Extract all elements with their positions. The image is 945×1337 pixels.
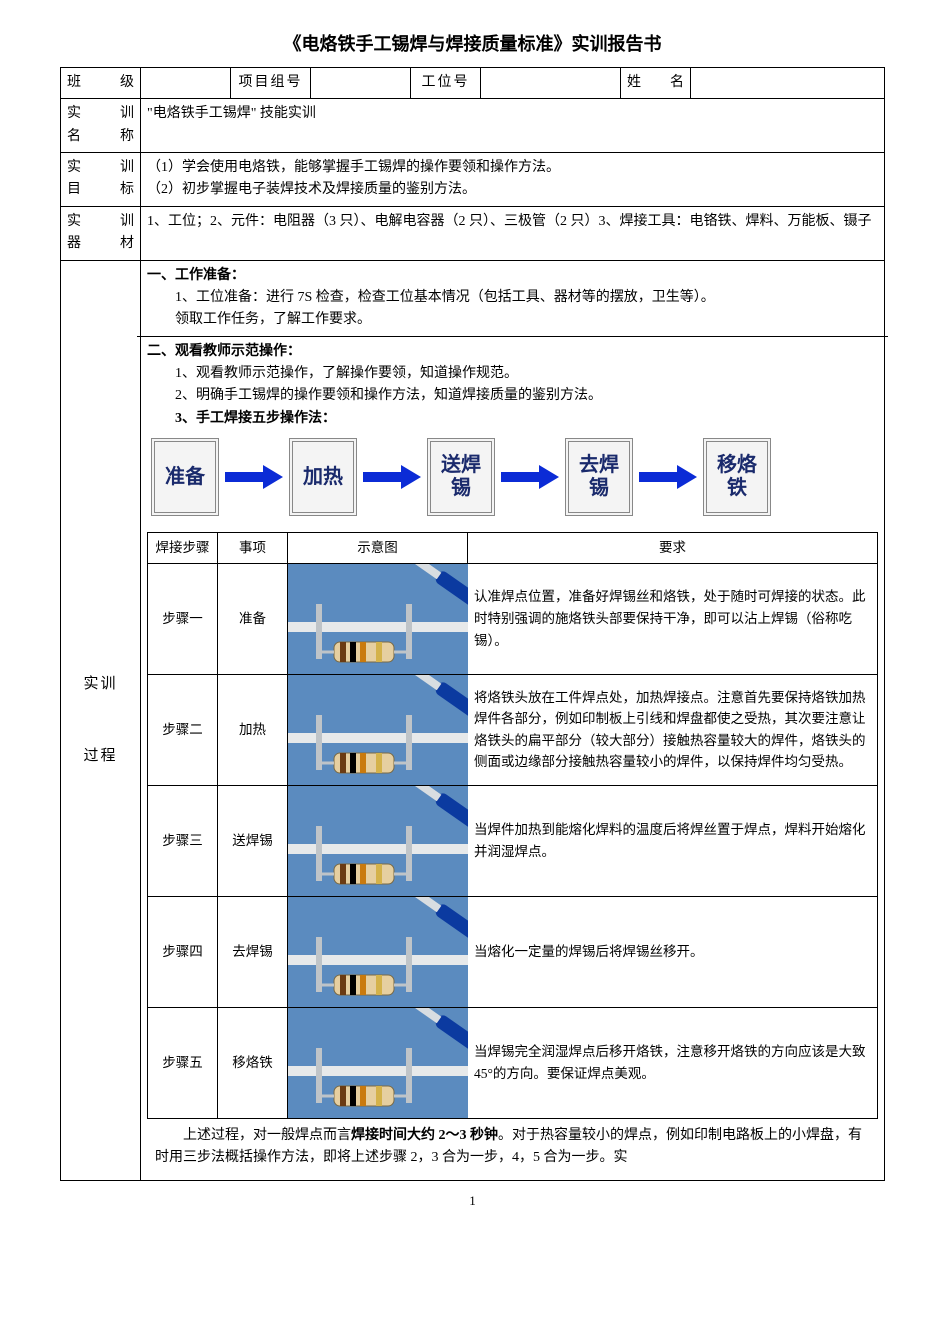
page-title: 《电烙铁手工锡焊与焊接质量标准》实训报告书 [60, 30, 885, 59]
step-illustration [288, 1007, 468, 1118]
step-requirement: 当焊件加热到能熔化焊料的温度后将焊丝置于焊点，焊料开始熔化并润湿焊点。 [468, 785, 878, 896]
page-number: 1 [60, 1191, 885, 1212]
label-equipment: 实 训 器 材 [61, 206, 141, 260]
field-station[interactable] [481, 67, 621, 98]
table-row: 实训 过程 一、工作准备： 1、工位准备：进行 7S 检查，检查工位基本情况（包… [61, 260, 885, 1180]
step-number: 步骤五 [148, 1007, 218, 1118]
table-row: 步骤五 移烙铁 当焊锡完全润湿焊点后移开烙铁，注意移开烙铁的方向应该是大致 45… [148, 1007, 878, 1118]
table-row: 班 级 项目组号 工位号 姓 名 [61, 67, 885, 98]
table-row: 步骤二 加热 将烙铁头放在工件焊点处，加热焊接点。注意首先要保持烙铁加热焊件各部… [148, 674, 878, 785]
flow-step: 移烙铁 [703, 438, 771, 516]
step-requirement: 当熔化一定量的焊锡后将焊锡丝移开。 [468, 896, 878, 1007]
arrow-icon [501, 465, 559, 489]
value-training-name: "电烙铁手工锡焊" 技能实训 [141, 99, 885, 153]
step-topic: 送焊锡 [218, 785, 288, 896]
table-row: 焊接步骤 事项 示意图 要求 [148, 533, 878, 564]
flow-step: 送焊锡 [427, 438, 495, 516]
step-requirement: 认准焊点位置，准备好焊锡丝和烙铁，处于随时可焊接的状态。此时特别强调的施烙铁头部… [468, 563, 878, 674]
label-station: 工位号 [411, 67, 481, 98]
flow-step: 去焊锡 [565, 438, 633, 516]
step-number: 步骤一 [148, 563, 218, 674]
step-illustration [288, 674, 468, 785]
step-topic: 去焊锡 [218, 896, 288, 1007]
table-row: 步骤一 准备 认准焊点位置，准备好焊锡丝和烙铁，处于随时可焊接的状态。此时特别强… [148, 563, 878, 674]
table-row: 步骤三 送焊锡 当焊件加热到能熔化焊料的温度后将焊丝置于焊点，焊料开始熔化并润湿… [148, 785, 878, 896]
field-group[interactable] [311, 67, 411, 98]
flow-step: 准备 [151, 438, 219, 516]
arrow-icon [639, 465, 697, 489]
section-line: 1、观看教师示范操作，了解操作要领，知道操作规范。 [147, 363, 878, 385]
flow-step: 加热 [289, 438, 357, 516]
field-name[interactable] [691, 67, 885, 98]
label-name: 姓 名 [621, 67, 691, 98]
step-illustration [288, 563, 468, 674]
arrow-icon [225, 465, 283, 489]
section-line: 3、手工焊接五步操作法： [147, 408, 878, 430]
step-number: 步骤四 [148, 896, 218, 1007]
table-row: 步骤四 去焊锡 当熔化一定量的焊锡后将焊锡丝移开。 [148, 896, 878, 1007]
label-process: 实训 过程 [61, 260, 141, 1180]
section-line: 2、明确手工锡焊的操作要领和操作方法，知道焊接质量的鉴别方法。 [147, 385, 878, 407]
table-row: 实 训 名 称 "电烙铁手工锡焊" 技能实训 [61, 99, 885, 153]
label-goal: 实 训 目 标 [61, 152, 141, 206]
value-process: 一、工作准备： 1、工位准备：进行 7S 检查，检查工位基本情况（包括工具、器材… [141, 260, 885, 1180]
section-line: 领取工作任务，了解工作要求。 [147, 309, 878, 331]
label-group: 项目组号 [231, 67, 311, 98]
step-topic: 移烙铁 [218, 1007, 288, 1118]
field-class[interactable] [141, 67, 231, 98]
col-header: 焊接步骤 [148, 533, 218, 564]
section-line: 1、工位准备：进行 7S 检查，检查工位基本情况（包括工具、器材等的摆放，卫生等… [147, 287, 878, 309]
table-row: 实 训 器 材 1、工位；2、元件：电阻器（3 只）、电解电容器（2 只）、三极… [61, 206, 885, 260]
goal-line: （2）初步掌握电子装焊技术及焊接质量的鉴别方法。 [147, 179, 878, 201]
label-class: 班 级 [61, 67, 141, 98]
step-number: 步骤二 [148, 674, 218, 785]
flow-diagram: 准备 加热 送焊锡 去焊锡 移烙铁 [147, 430, 878, 528]
arrow-icon [363, 465, 421, 489]
steps-table: 焊接步骤 事项 示意图 要求 步骤一 准备 [147, 532, 878, 1119]
value-goal: （1）学会使用电烙铁，能够掌握手工锡焊的操作要领和操作方法。 （2）初步掌握电子… [141, 152, 885, 206]
table-row: 实 训 目 标 （1）学会使用电烙铁，能够掌握手工锡焊的操作要领和操作方法。 （… [61, 152, 885, 206]
step-illustration [288, 896, 468, 1007]
step-illustration [288, 785, 468, 896]
step-requirement: 将烙铁头放在工件焊点处，加热焊接点。注意首先要保持烙铁加热焊件各部分，例如印制板… [468, 674, 878, 785]
step-number: 步骤三 [148, 785, 218, 896]
report-table: 班 级 项目组号 工位号 姓 名 实 训 名 称 "电烙铁手工锡焊" 技能实训 … [60, 67, 885, 1181]
step-topic: 加热 [218, 674, 288, 785]
section-title: 二、观看教师示范操作： [147, 341, 878, 363]
col-header: 要求 [468, 533, 878, 564]
footer-note: 上述过程，对一般焊点而言焊接时间大约 2～3 秒钟。对于热容量较小的焊点，例如印… [147, 1119, 878, 1176]
col-header: 事项 [218, 533, 288, 564]
label-training-name: 实 训 名 称 [61, 99, 141, 153]
step-requirement: 当焊锡完全润湿焊点后移开烙铁，注意移开烙铁的方向应该是大致 45°的方向。要保证… [468, 1007, 878, 1118]
section-title: 一、工作准备： [147, 265, 878, 287]
step-topic: 准备 [218, 563, 288, 674]
value-equipment: 1、工位；2、元件：电阻器（3 只）、电解电容器（2 只）、三极管（2 只）3、… [141, 206, 885, 260]
goal-line: （1）学会使用电烙铁，能够掌握手工锡焊的操作要领和操作方法。 [147, 157, 878, 179]
col-header: 示意图 [288, 533, 468, 564]
